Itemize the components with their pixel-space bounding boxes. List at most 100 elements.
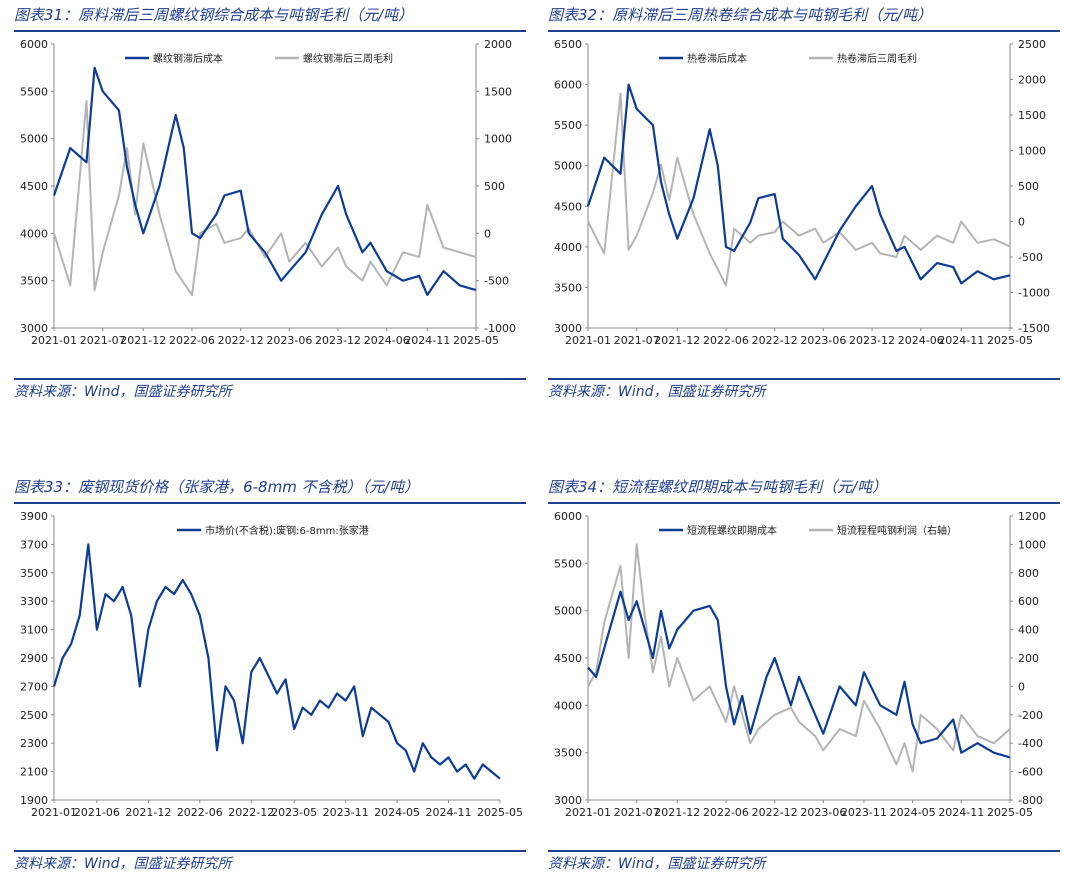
- x-tick-label: 2023-05: [271, 806, 317, 819]
- y2-tick-label: 500: [484, 180, 505, 193]
- y2-tick-label: 500: [1018, 180, 1039, 193]
- legend-label: 短流程程吨钢利润（右轴）: [837, 524, 957, 537]
- y-tick-label: 3000: [20, 322, 48, 335]
- source-rule: [548, 850, 1060, 852]
- x-tick-label: 2023-12: [315, 334, 361, 347]
- y-tick-label: 1900: [20, 794, 48, 807]
- x-tick-label: 2021-07: [614, 334, 660, 347]
- y-tick-label: 5000: [554, 160, 582, 173]
- x-tick-label: 2021-01: [565, 806, 611, 819]
- chart-plot-31: 3000 3500 4000 4500 5000 5500 6000 -1000 -500 0 50…: [20, 38, 516, 347]
- y-tick-label: 3500: [554, 281, 582, 294]
- y-tick-label: 5500: [554, 557, 582, 570]
- chart-title: 图表33：废钢现货价格（张家港，6-8mm 不含税）（元/吨）: [14, 478, 420, 496]
- x-tick-label: 2021-12: [120, 334, 166, 347]
- y2-tick-label: -500: [484, 275, 509, 288]
- title-rule: [14, 502, 526, 504]
- y-tick-label: 2700: [20, 680, 48, 693]
- legend-label: 热卷滞后三周毛利: [837, 52, 917, 65]
- x-tick-label: 2023-06: [266, 334, 312, 347]
- x-tick-label: 2021-12: [654, 334, 700, 347]
- y-tick-label: 2500: [20, 709, 48, 722]
- source-rule: [14, 378, 526, 380]
- y2-tick-label: 1000: [1018, 538, 1046, 551]
- y2-tick-label: 0: [1018, 680, 1025, 693]
- title-rule: [548, 502, 1060, 504]
- y2-tick-label: -500: [1018, 251, 1043, 264]
- y-tick-label: 4500: [554, 652, 582, 665]
- y-tick-label: 2900: [20, 652, 48, 665]
- x-tick-label: 2025-05: [477, 806, 523, 819]
- series-line: [587, 543, 1011, 773]
- y-tick-label: 2100: [20, 766, 48, 779]
- source-note: 资料来源：Wind，国盛证券研究所: [548, 384, 766, 400]
- y2-tick-label: 1200: [1018, 510, 1046, 523]
- title-rule: [14, 30, 526, 32]
- y-tick-label: 4500: [20, 180, 48, 193]
- x-tick-label: 2025-05: [987, 334, 1033, 347]
- y-tick-label: 5500: [20, 85, 48, 98]
- y-tick-label: 3500: [554, 747, 582, 760]
- x-tick-label: 2021-12: [125, 806, 171, 819]
- chart-plot-34: 3000350040004500500055006000-800-600-400…: [554, 510, 1046, 819]
- x-tick-label: 2021-01: [31, 806, 77, 819]
- chart-title: 图表32：原料滞后三周热卷综合成本与吨钢毛利（元/吨）: [548, 6, 933, 24]
- source-rule: [14, 850, 526, 852]
- x-tick-label: 2022-12: [752, 806, 798, 819]
- x-tick-label: 2023-06: [800, 806, 846, 819]
- chart-panel-32: 图表32：原料滞后三周热卷综合成本与吨钢毛利（元/吨） 3000 3500 4000…: [548, 0, 1060, 410]
- y-tick-label: 4000: [554, 241, 582, 254]
- y-tick-label: 6000: [554, 79, 582, 92]
- x-tick-label: 2023-12: [849, 334, 895, 347]
- chart-panel-31: 图表31：原料滞后三周螺纹钢综合成本与吨钢毛利（元/吨） 3000 3500 400…: [14, 0, 526, 410]
- y2-tick-label: 1500: [1018, 109, 1046, 122]
- x-tick-label: 2025-05: [453, 334, 499, 347]
- series-line: [52, 66, 477, 296]
- y2-tick-label: 0: [484, 227, 491, 240]
- y2-tick-label: -800: [1018, 794, 1043, 807]
- y2-tick-label: 2000: [1018, 74, 1046, 87]
- x-tick-label: 2021-01: [31, 334, 77, 347]
- y2-tick-label: 2500: [1018, 38, 1046, 51]
- legend-label: 市场价(不含税):废钢:6-8mm:张家港: [205, 524, 369, 537]
- y-tick-label: 3500: [20, 567, 48, 580]
- chart-panel-34: 图表34：短流程螺纹即期成本与吨钢毛利（元/吨） 3000 3500 4000 450…: [548, 472, 1060, 875]
- y2-tick-label: 2000: [484, 38, 512, 51]
- y2-tick-label: -1500: [1018, 322, 1050, 335]
- y2-tick-label: -1000: [1018, 287, 1050, 300]
- y-tick-label: 5000: [554, 605, 582, 618]
- x-tick-label: 2022-06: [703, 806, 749, 819]
- x-tick-label: 2022-06: [169, 334, 215, 347]
- x-tick-label: 2021-01: [565, 334, 611, 347]
- y-tick-label: 6500: [554, 38, 582, 51]
- y2-tick-label: -400: [1018, 737, 1043, 750]
- y2-tick-label: 1000: [484, 133, 512, 146]
- x-tick-label: 2021-07: [80, 334, 126, 347]
- y-tick-label: 3100: [20, 624, 48, 637]
- legend-label: 螺纹钢滞后三周毛利: [303, 52, 393, 65]
- y2-tick-label: 1000: [1018, 145, 1046, 158]
- chart-title: 图表31：原料滞后三周螺纹钢综合成本与吨钢毛利（元/吨）: [14, 6, 414, 24]
- series-line: [587, 92, 1011, 287]
- source-note: 资料来源：Wind，国盛证券研究所: [14, 384, 232, 400]
- x-tick-label: 2022-06: [703, 334, 749, 347]
- y2-tick-label: -600: [1018, 766, 1043, 779]
- y-tick-label: 3000: [554, 794, 582, 807]
- series-line: [52, 543, 501, 780]
- title-rule: [548, 30, 1060, 32]
- x-tick-label: 2024-11: [426, 806, 472, 819]
- x-tick-label: 2024-06: [364, 334, 410, 347]
- x-tick-label: 2022-06: [177, 806, 223, 819]
- source-note: 资料来源：Wind，国盛证券研究所: [548, 856, 766, 872]
- x-tick-label: 2024-11: [404, 334, 450, 347]
- x-tick-label: 2024-06: [898, 334, 944, 347]
- legend-label: 短流程螺纹即期成本: [687, 524, 777, 537]
- x-tick-label: 2023-06: [800, 334, 846, 347]
- y-tick-label: 5500: [554, 119, 582, 132]
- chart-panel-33: 图表33：废钢现货价格（张家港，6-8mm 不含税）（元/吨） 1900 2100…: [14, 472, 526, 875]
- y2-tick-label: -200: [1018, 709, 1043, 722]
- source-rule: [548, 378, 1060, 380]
- series-line: [586, 83, 1011, 285]
- y-tick-label: 4000: [20, 227, 48, 240]
- legend-label: 螺纹钢滞后成本: [153, 52, 223, 65]
